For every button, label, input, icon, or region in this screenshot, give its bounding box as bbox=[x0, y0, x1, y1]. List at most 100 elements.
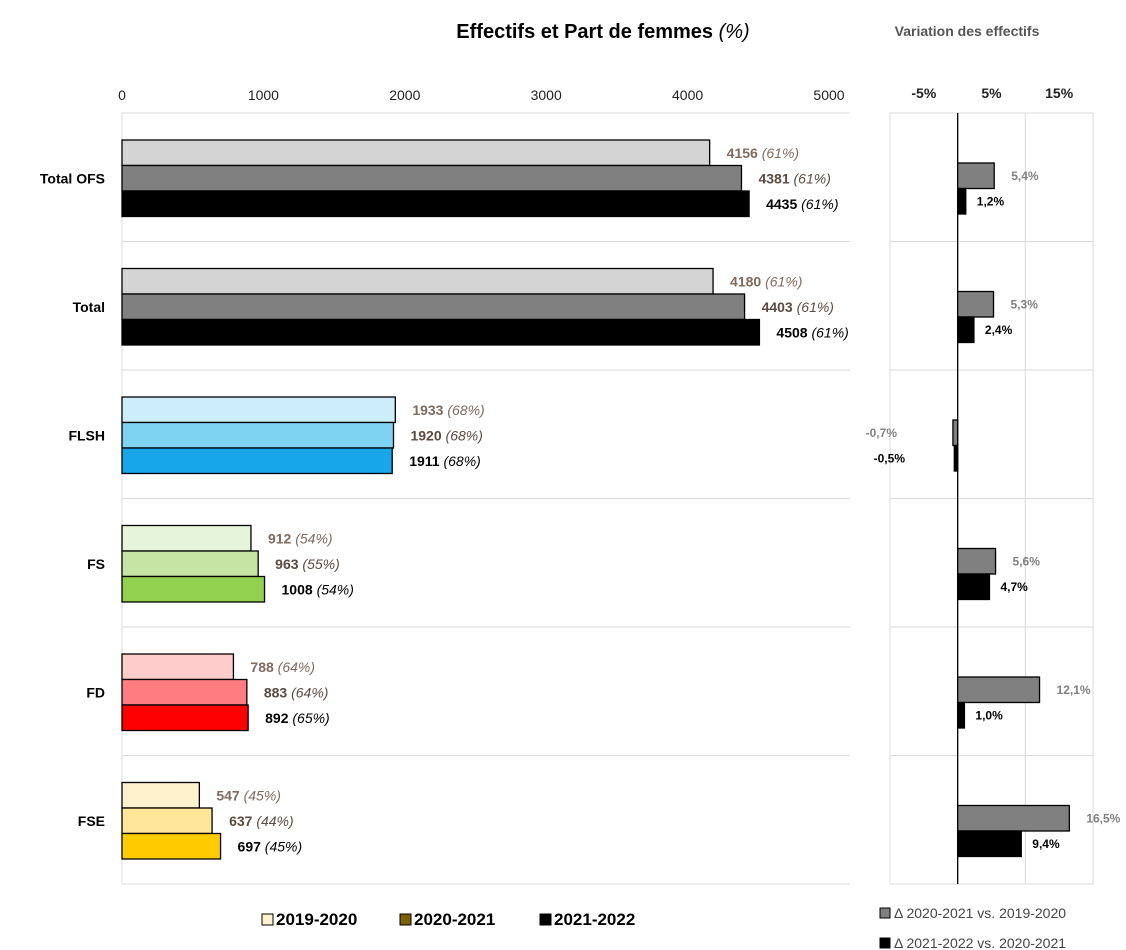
variation-bar bbox=[957, 573, 991, 601]
value-number: 912 bbox=[268, 530, 292, 546]
bar-2019-2020 bbox=[121, 524, 252, 552]
value-number: 547 bbox=[216, 787, 240, 803]
value-number: 4180 bbox=[730, 273, 761, 289]
bar-2020-2021 bbox=[121, 807, 213, 835]
variation-grid bbox=[889, 112, 1094, 885]
value-number: 892 bbox=[265, 710, 289, 726]
main-x-tick-label: 0 bbox=[118, 87, 126, 103]
value-label: 1933 (68%) bbox=[412, 402, 484, 418]
bar-2019-2020 bbox=[121, 781, 200, 809]
variation-legend-swatch bbox=[879, 937, 891, 949]
value-women-share: (61%) bbox=[765, 273, 802, 289]
value-number: 1933 bbox=[412, 402, 443, 418]
bar-2021-2022 bbox=[121, 832, 222, 860]
value-label: 788 (64%) bbox=[250, 659, 315, 675]
main-value-labels: 4156 (61%)4381 (61%)4435 (61%)4180 (61%)… bbox=[216, 145, 848, 855]
main-chart-title-unit: (%) bbox=[719, 21, 750, 43]
value-women-share: (54%) bbox=[295, 530, 332, 546]
variation-bars bbox=[952, 162, 1070, 858]
bar-2019-2020 bbox=[121, 396, 396, 424]
variation-bar bbox=[957, 547, 997, 575]
value-women-share: (64%) bbox=[278, 659, 315, 675]
bar-2019-2020 bbox=[121, 139, 711, 167]
bar-2021-2022 bbox=[121, 704, 249, 732]
variation-bar bbox=[957, 162, 995, 190]
value-number: 4435 bbox=[766, 196, 797, 212]
value-label: 883 (64%) bbox=[264, 684, 329, 700]
main-chart-title-text: Effectifs et Part de femmes bbox=[456, 21, 713, 43]
variation-bar bbox=[957, 290, 995, 318]
value-women-share: (54%) bbox=[317, 581, 354, 597]
category-label: FLSH bbox=[68, 427, 105, 443]
legend-label: 2021-2022 bbox=[554, 910, 635, 929]
category-label: FS bbox=[87, 556, 105, 572]
main-chart: Effectifs et Part de femmes (%) 0 1000 200… bbox=[40, 21, 850, 929]
main-legend: 2019-2020 2020-2021 2021-2022 bbox=[261, 910, 635, 929]
variation-value-label: -0,5% bbox=[874, 451, 906, 465]
value-number: 4381 bbox=[758, 170, 789, 186]
value-women-share: (61%) bbox=[762, 145, 799, 161]
variation-x-tick-label: 5% bbox=[981, 85, 1002, 101]
variation-legend-label: Δ 2021-2022 vs. 2020-2021 bbox=[894, 935, 1066, 950]
value-women-share: (45%) bbox=[244, 787, 281, 803]
variation-value-label: 9,4% bbox=[1032, 837, 1060, 851]
value-number: 788 bbox=[250, 659, 274, 675]
value-label: 4435 (61%) bbox=[766, 196, 838, 212]
value-women-share: (61%) bbox=[811, 324, 848, 340]
value-number: 1920 bbox=[410, 427, 441, 443]
category-label: Total OFS bbox=[40, 170, 105, 186]
category-label: FD bbox=[86, 684, 105, 700]
value-label: 4180 (61%) bbox=[730, 273, 802, 289]
value-label: 963 (55%) bbox=[275, 556, 340, 572]
value-label: 697 (45%) bbox=[238, 838, 303, 854]
value-women-share: (45%) bbox=[265, 838, 302, 854]
legend-label: 2020-2021 bbox=[414, 910, 495, 929]
bar-2020-2021 bbox=[121, 421, 395, 449]
main-axis-ticks: 0 1000 2000 3000 4000 5000 bbox=[118, 87, 845, 103]
variation-x-tick-label: 15% bbox=[1045, 85, 1074, 101]
variation-chart-title: Variation des effectifs bbox=[895, 23, 1040, 39]
main-category-labels: Total OFS Total FLSH FS FD FSE bbox=[40, 170, 105, 829]
value-women-share: (61%) bbox=[794, 170, 831, 186]
variation-value-label: 5,3% bbox=[1011, 297, 1039, 311]
bar-2021-2022 bbox=[121, 318, 761, 346]
value-women-share: (61%) bbox=[797, 299, 834, 315]
value-women-share: (64%) bbox=[291, 684, 328, 700]
variation-legend: Δ 2020-2021 vs. 2019-2020 Δ 2021-2022 vs.… bbox=[879, 905, 1066, 950]
bar-2019-2020 bbox=[121, 267, 714, 295]
variation-value-label: 12,1% bbox=[1057, 683, 1091, 697]
variation-value-label: -0,7% bbox=[866, 426, 898, 440]
bar-2020-2021 bbox=[121, 164, 743, 192]
bar-2021-2022 bbox=[121, 190, 750, 218]
main-x-tick-label: 4000 bbox=[672, 87, 703, 103]
value-label: 912 (54%) bbox=[268, 530, 333, 546]
variation-value-label: 5,4% bbox=[1011, 169, 1039, 183]
value-label: 1008 (54%) bbox=[282, 581, 354, 597]
value-label: 1911 (68%) bbox=[409, 453, 481, 469]
value-label: 4508 (61%) bbox=[776, 324, 848, 340]
main-x-tick-label: 2000 bbox=[389, 87, 420, 103]
variation-value-labels: 5,4% 1,2% 5,3% 2,4% -0,7% -0,5% 5,6% 4,7% 12,1% 1… bbox=[866, 169, 1121, 851]
variation-axis-ticks: -5% 5% 15% bbox=[911, 85, 1073, 101]
variation-legend-label: Δ 2020-2021 vs. 2019-2020 bbox=[894, 905, 1066, 921]
value-label: 892 (65%) bbox=[265, 710, 330, 726]
legend-swatch bbox=[261, 913, 274, 926]
variation-bar bbox=[957, 701, 966, 729]
bar-2019-2020 bbox=[121, 653, 235, 681]
main-bars bbox=[121, 139, 761, 860]
value-number: 963 bbox=[275, 556, 299, 572]
bar-2020-2021 bbox=[121, 678, 248, 706]
value-number: 883 bbox=[264, 684, 288, 700]
value-women-share: (65%) bbox=[292, 710, 329, 726]
value-number: 1911 bbox=[409, 453, 440, 469]
value-number: 4403 bbox=[762, 299, 793, 315]
variation-value-label: 2,4% bbox=[985, 323, 1013, 337]
value-number: 4508 bbox=[776, 324, 807, 340]
value-women-share: (68%) bbox=[446, 427, 483, 443]
main-x-tick-label: 1000 bbox=[248, 87, 279, 103]
value-women-share: (68%) bbox=[443, 453, 480, 469]
bar-2020-2021 bbox=[121, 550, 259, 578]
main-grid bbox=[121, 112, 850, 885]
value-women-share: (44%) bbox=[256, 813, 293, 829]
value-label: 547 (45%) bbox=[216, 787, 281, 803]
